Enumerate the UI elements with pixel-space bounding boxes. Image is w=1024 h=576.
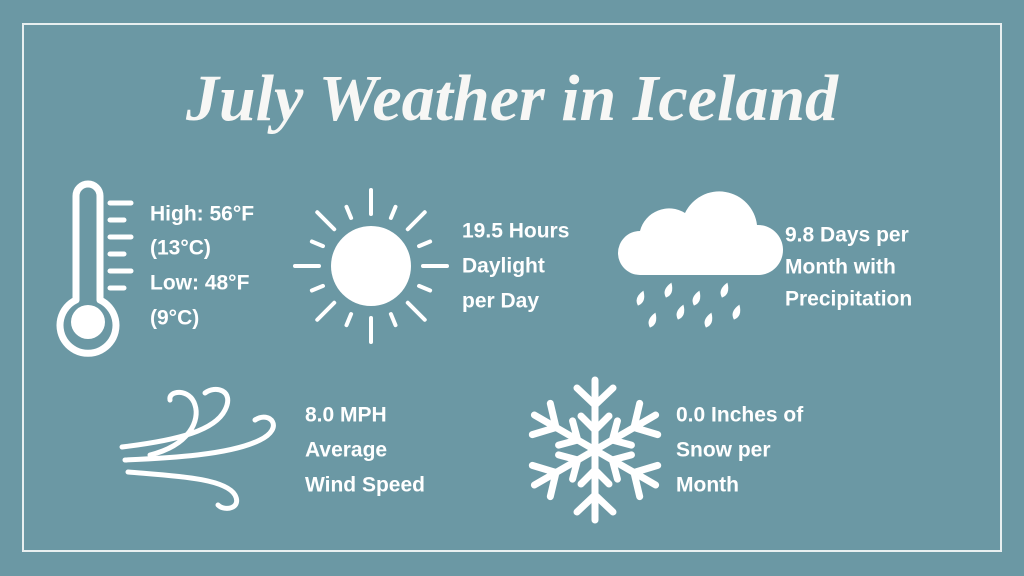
rain-drop [704, 312, 713, 328]
item-text: Low: 48°F [150, 272, 250, 295]
rain-drop [692, 290, 701, 306]
item-text: Month with [785, 256, 896, 279]
wind-icon [119, 386, 276, 511]
rain-drop [676, 304, 685, 320]
snowflake-arm [528, 446, 599, 501]
snowflake-icon [528, 376, 662, 524]
arm-branch [577, 465, 613, 488]
arm-branch [555, 417, 582, 449]
thermometer-icon [56, 180, 134, 357]
item-text: Average [305, 439, 387, 462]
item-text: 0.0 Inches of [676, 404, 804, 427]
arm-branch [608, 451, 635, 483]
arm-branch [528, 461, 561, 501]
arm-branch [608, 417, 635, 449]
sun-icon [293, 188, 449, 344]
arm-branch [577, 412, 613, 435]
title: July Weather in Iceland [185, 62, 839, 135]
sun-ray [344, 204, 354, 220]
arm-branch [528, 399, 561, 439]
sun-ray [405, 210, 427, 232]
snowflake-arm [528, 399, 599, 454]
item-text: (13°C) [150, 237, 211, 260]
item-text: (9°C) [150, 307, 199, 330]
sun-ray [417, 239, 433, 249]
sun-ray [388, 204, 398, 220]
snowflake-arm [591, 446, 662, 501]
snowflake-arm [591, 399, 662, 454]
arm-branch [555, 451, 582, 483]
item-text: Precipitation [785, 288, 912, 311]
item-text: Daylight [462, 255, 545, 278]
snowflake-arm [573, 376, 617, 454]
arm-branch [629, 399, 662, 439]
rain-drop [732, 304, 741, 320]
rain-drop [664, 282, 673, 298]
sun-ray [388, 312, 398, 328]
rain-drop [636, 290, 645, 306]
item-text: 9.8 Days per [785, 224, 909, 247]
sun-ray [309, 239, 325, 249]
sun-ray [315, 300, 337, 322]
arm-stem [591, 446, 660, 489]
frame [22, 23, 1002, 552]
arm-branch [629, 461, 662, 501]
sun-ray [344, 312, 354, 328]
item-text: 8.0 MPH [305, 404, 387, 427]
sun-ray [309, 283, 325, 293]
arm-stem [591, 411, 660, 454]
item-text: 19.5 Hours [462, 220, 569, 243]
item-text: Snow per [676, 439, 771, 462]
sun-ray [405, 300, 427, 322]
arm-branch [573, 490, 617, 516]
arm-stem [530, 446, 599, 489]
rain-drop [720, 282, 729, 298]
item-text: High: 56°F [150, 203, 254, 226]
rain-drop [648, 312, 657, 328]
arm-stem [530, 411, 599, 454]
arm-branch [573, 384, 617, 410]
cloud-icon [618, 191, 784, 328]
snowflake-arm [573, 446, 617, 524]
sun-ray [417, 283, 433, 293]
item-text: per Day [462, 290, 539, 313]
item-text: Wind Speed [305, 474, 425, 497]
item-text: Month [676, 474, 739, 497]
sun-ray [315, 210, 337, 232]
